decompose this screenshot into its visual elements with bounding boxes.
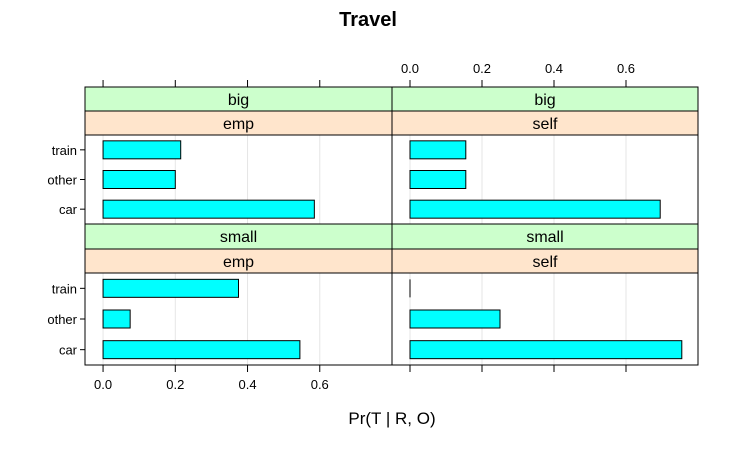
- strip-small-emp-top: [84, 223, 393, 250]
- strip-big-emp-top: [84, 86, 393, 112]
- x-tick-label-top: 0.2: [473, 61, 491, 76]
- strip-small-self-bottom: [391, 248, 699, 274]
- strip-big-self-bottom: [391, 110, 699, 136]
- bar-big-emp-other: [102, 170, 176, 189]
- x-tick-label-bottom: 0.0: [94, 377, 112, 392]
- y-tick-label: car: [59, 202, 78, 217]
- bar-small-emp-train: [102, 278, 239, 298]
- strip-label-big: big: [534, 92, 555, 109]
- x-tick-label-top: 0.0: [401, 61, 419, 76]
- strip-label-small: small: [526, 229, 563, 246]
- x-tick-label-bottom: 0.2: [166, 377, 184, 392]
- bar-big-self-other: [409, 170, 467, 189]
- x-tick-label-top: 0.4: [545, 61, 563, 76]
- strip-label-emp: emp: [223, 254, 254, 271]
- y-tick-label: car: [59, 343, 78, 358]
- bar-small-self-car: [409, 340, 683, 360]
- y-tick-label: train: [52, 281, 77, 296]
- strip-big-emp-bottom: [84, 110, 393, 136]
- panel-frame: [391, 272, 699, 366]
- chart-title: Travel: [339, 9, 397, 31]
- bar-big-self-train: [409, 140, 467, 160]
- strip-label-big: big: [228, 92, 249, 109]
- strip-label-self: self: [533, 116, 558, 133]
- bar-small-self-other: [409, 309, 501, 329]
- strip-big-self-top: [391, 86, 699, 112]
- y-tick-label: other: [47, 173, 77, 188]
- bar-big-emp-car: [102, 199, 315, 219]
- bar-big-emp-train: [102, 140, 182, 160]
- strip-label-small: small: [220, 229, 257, 246]
- x-axis-label: Pr(T | R, O): [348, 409, 435, 428]
- bar-small-emp-other: [102, 309, 131, 329]
- y-tick-label: other: [47, 312, 77, 327]
- strip-label-self: self: [533, 254, 558, 271]
- y-tick-label: train: [52, 143, 77, 158]
- strip-label-emp: emp: [223, 116, 254, 133]
- plot-area: big emp train other car big self small emp train o…: [47, 61, 699, 392]
- x-tick-label-bottom: 0.4: [238, 377, 256, 392]
- x-tick-label-top: 0.6: [617, 61, 635, 76]
- bar-small-emp-car: [102, 340, 301, 360]
- x-tick-label-bottom: 0.6: [311, 377, 329, 392]
- bar-big-self-car: [409, 199, 661, 219]
